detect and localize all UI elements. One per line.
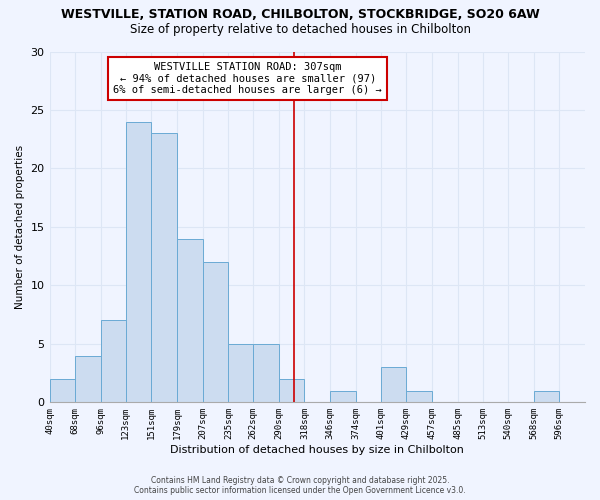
Text: WESTVILLE STATION ROAD: 307sqm
← 94% of detached houses are smaller (97)
6% of s: WESTVILLE STATION ROAD: 307sqm ← 94% of … bbox=[113, 62, 382, 95]
Bar bbox=[125, 122, 151, 402]
Bar bbox=[50, 379, 75, 402]
Text: WESTVILLE, STATION ROAD, CHILBOLTON, STOCKBRIDGE, SO20 6AW: WESTVILLE, STATION ROAD, CHILBOLTON, STO… bbox=[61, 8, 539, 20]
Bar bbox=[75, 356, 101, 403]
Bar bbox=[253, 344, 279, 403]
Y-axis label: Number of detached properties: Number of detached properties bbox=[15, 145, 25, 309]
Bar bbox=[330, 390, 356, 402]
Bar bbox=[533, 390, 559, 402]
Bar bbox=[151, 134, 177, 402]
Bar bbox=[380, 367, 406, 402]
Text: Contains HM Land Registry data © Crown copyright and database right 2025.
Contai: Contains HM Land Registry data © Crown c… bbox=[134, 476, 466, 495]
Bar bbox=[279, 379, 304, 402]
Bar bbox=[101, 320, 125, 402]
Bar bbox=[203, 262, 229, 402]
X-axis label: Distribution of detached houses by size in Chilbolton: Distribution of detached houses by size … bbox=[170, 445, 464, 455]
Text: Size of property relative to detached houses in Chilbolton: Size of property relative to detached ho… bbox=[130, 22, 470, 36]
Bar bbox=[406, 390, 432, 402]
Bar bbox=[229, 344, 253, 403]
Bar bbox=[177, 238, 203, 402]
